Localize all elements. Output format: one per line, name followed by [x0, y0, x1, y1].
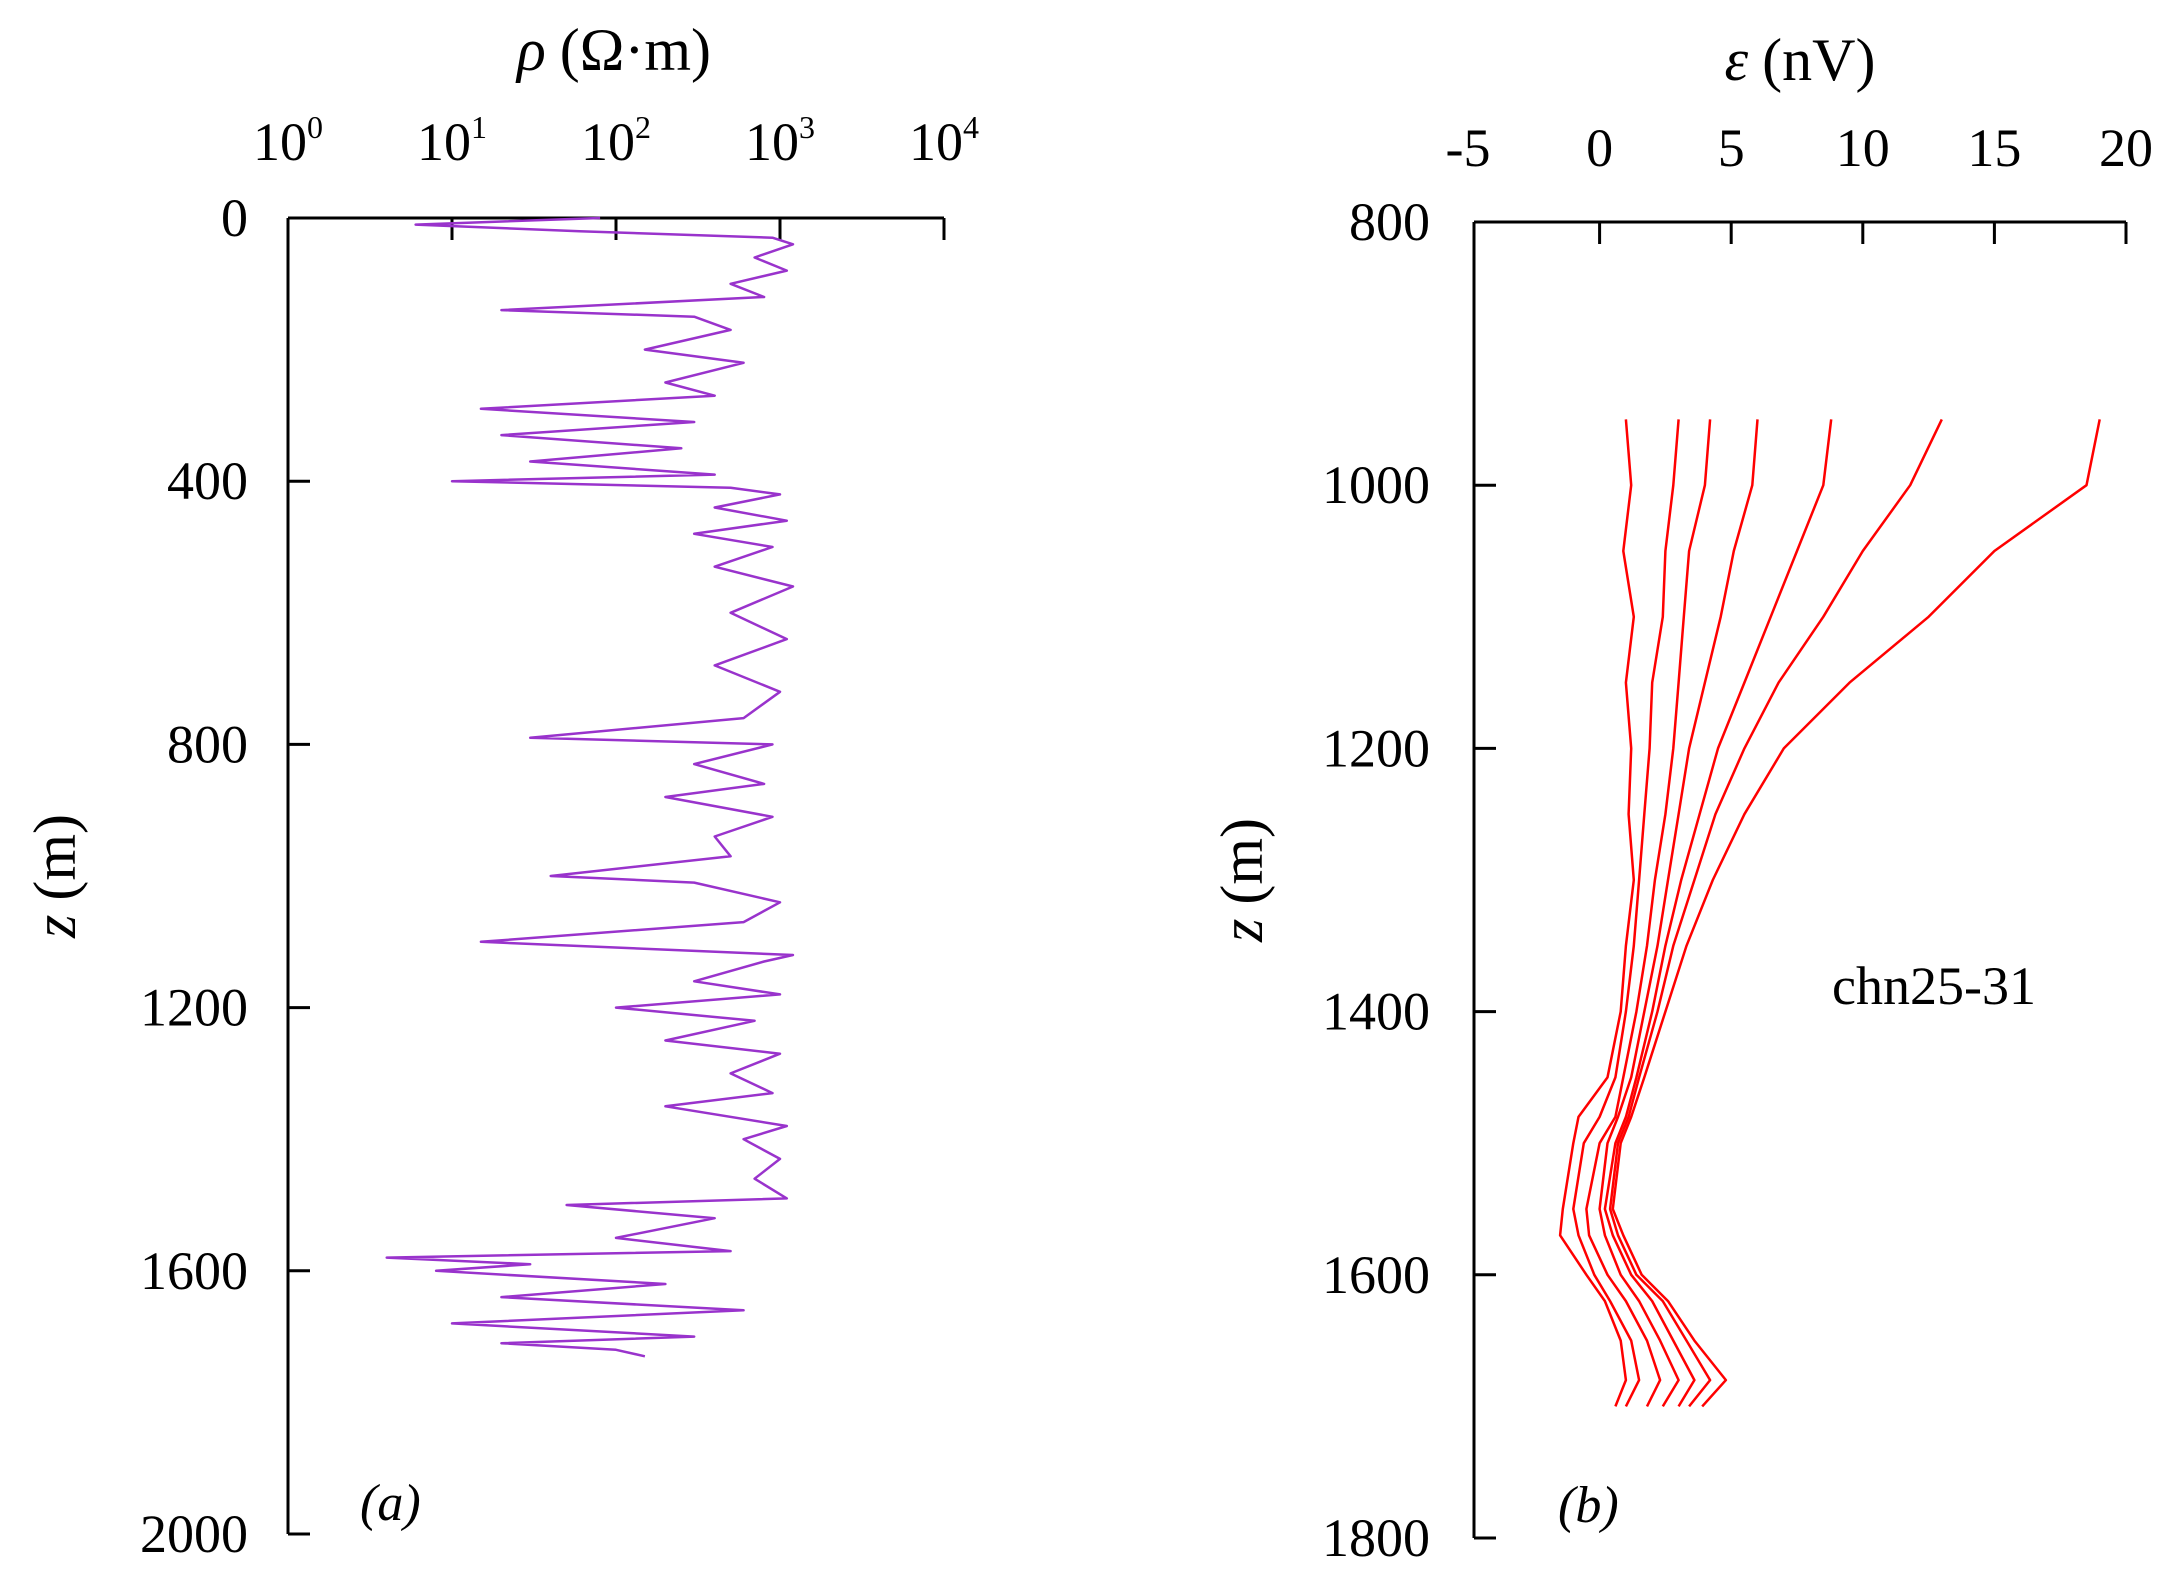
panel-b-y-axis-symbol: z [1209, 919, 1275, 943]
panel-a-y-ticks [288, 216, 310, 1536]
panel-b-y-tick-label: 1400 [1322, 982, 1430, 1042]
panel-b-series-line-chn28 [1598, 419, 1759, 1408]
panel-b-x-tick-labels: -5 0 5 10 15 20 [1446, 118, 2153, 178]
panel-a-y-tick-label: 400 [167, 451, 248, 511]
panel-b-x-tick-label: 0 [1586, 118, 1613, 178]
tick-exponent: 3 [799, 109, 815, 145]
panel-b-y-tick-label: 1800 [1322, 1508, 1430, 1568]
panel-b-y-axis-unit: (m) [1209, 818, 1275, 905]
panel-b-x-axis-unit: (nV) [1762, 27, 1875, 93]
panel-b-series-line-chn31 [1611, 419, 2101, 1408]
panel-a-x-tick-label: 101 [417, 109, 487, 172]
panel-b-x-axis-symbol: ε [1725, 27, 1749, 93]
tick-base: 10 [253, 112, 307, 172]
tick-exponent: 4 [963, 109, 979, 145]
tick-exponent: 1 [471, 109, 487, 145]
panel-b-series-line-chn30 [1608, 418, 1943, 1408]
panel-b-y-tick-labels: 800 1000 1200 1400 1600 1800 [1322, 192, 1430, 1568]
panel-a-x-tick-label: 102 [581, 109, 651, 172]
panel-a-y-tick-label: 2000 [140, 1504, 248, 1564]
panel-a-x-ticks [286, 218, 946, 240]
panel-a-x-axis-symbol: ρ [515, 17, 546, 83]
panel-b-x-tick-label: 10 [1836, 118, 1890, 178]
panel-a-label: (a) [360, 1475, 421, 1532]
panel-a-x-tick-label: 100 [253, 109, 323, 172]
panel-b-x-tick-label: -5 [1446, 118, 1491, 178]
panel-b-y-axis-title: z (m) [1209, 818, 1275, 943]
panel-a-y-axis-unit: (m) [22, 814, 88, 901]
panel-a-y-axis-title: z (m) [22, 814, 88, 939]
tick-base: 10 [417, 112, 471, 172]
panel-a-series [385, 216, 795, 1358]
tick-exponent: 0 [307, 109, 323, 145]
panel-b-annotation: chn25-31 [1832, 956, 2036, 1016]
panel-a-x-tick-labels: 100 101 102 103 104 [253, 109, 979, 172]
panel-b-y-tick-label: 1600 [1322, 1245, 1430, 1305]
panel-b-x-tick-label: 5 [1718, 118, 1745, 178]
panel-b-x-tick-label: 15 [1967, 118, 2021, 178]
panel-b-y-tick-label: 800 [1349, 192, 1430, 252]
panel-b: ε (nV) -5 0 5 10 15 20 800 1000 1200 1400 1600 1800… [1209, 27, 2153, 1568]
panel-b-x-ticks [1598, 222, 2128, 244]
panel-a: ρ (Ω·m) 100 101 102 103 104 04008001200160020… [22, 17, 979, 1564]
panel-b-series-line-chn26 [1572, 419, 1680, 1407]
panel-b-x-tick-label: 20 [2099, 118, 2153, 178]
panel-a-y-tick-label: 0 [221, 188, 248, 248]
panel-a-y-tick-label: 1200 [140, 978, 248, 1038]
panel-a-x-tick-label: 103 [745, 109, 815, 172]
panel-a-y-tick-label: 1600 [140, 1241, 248, 1301]
tick-exponent: 2 [635, 109, 651, 145]
panel-b-y-ticks [1474, 220, 1496, 1540]
panel-b-y-tick-label: 1000 [1322, 455, 1430, 515]
panel-b-x-axis-title: ε (nV) [1725, 27, 1876, 93]
panel-b-y-tick-label: 1200 [1322, 718, 1430, 778]
panel-a-y-tick-label: 800 [167, 714, 248, 774]
panel-a-y-axis-symbol: z [22, 915, 88, 939]
panel-b-label: (b) [1558, 1477, 1619, 1534]
panel-a-x-axis-title: ρ (Ω·m) [515, 17, 711, 83]
panel-b-series-line-chn29 [1603, 419, 1833, 1408]
panel-a-y-tick-labels: 0 400 800 1200 1600 2000 [140, 188, 248, 1564]
tick-base: 10 [581, 112, 635, 172]
panel-b-series [1558, 418, 2101, 1408]
tick-base: 10 [745, 112, 799, 172]
panel-b-series-line-chn25 [1558, 419, 1636, 1407]
panel-a-x-tick-label: 104 [909, 109, 979, 172]
tick-base: 10 [909, 112, 963, 172]
panel-a-series-line [385, 216, 795, 1358]
panel-b-series-line-chn27 [1585, 419, 1712, 1407]
panel-a-x-axis-unit: (Ω·m) [560, 17, 711, 83]
